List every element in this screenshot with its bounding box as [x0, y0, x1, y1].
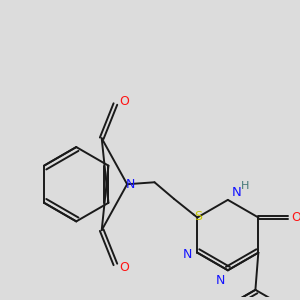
Text: S: S: [194, 210, 202, 223]
Text: N: N: [183, 248, 192, 261]
Text: H: H: [241, 181, 250, 191]
Text: N: N: [232, 185, 242, 199]
Text: N: N: [125, 178, 135, 191]
Text: O: O: [119, 261, 129, 274]
Text: O: O: [292, 211, 300, 224]
Text: O: O: [119, 94, 129, 108]
Text: N: N: [215, 274, 225, 286]
